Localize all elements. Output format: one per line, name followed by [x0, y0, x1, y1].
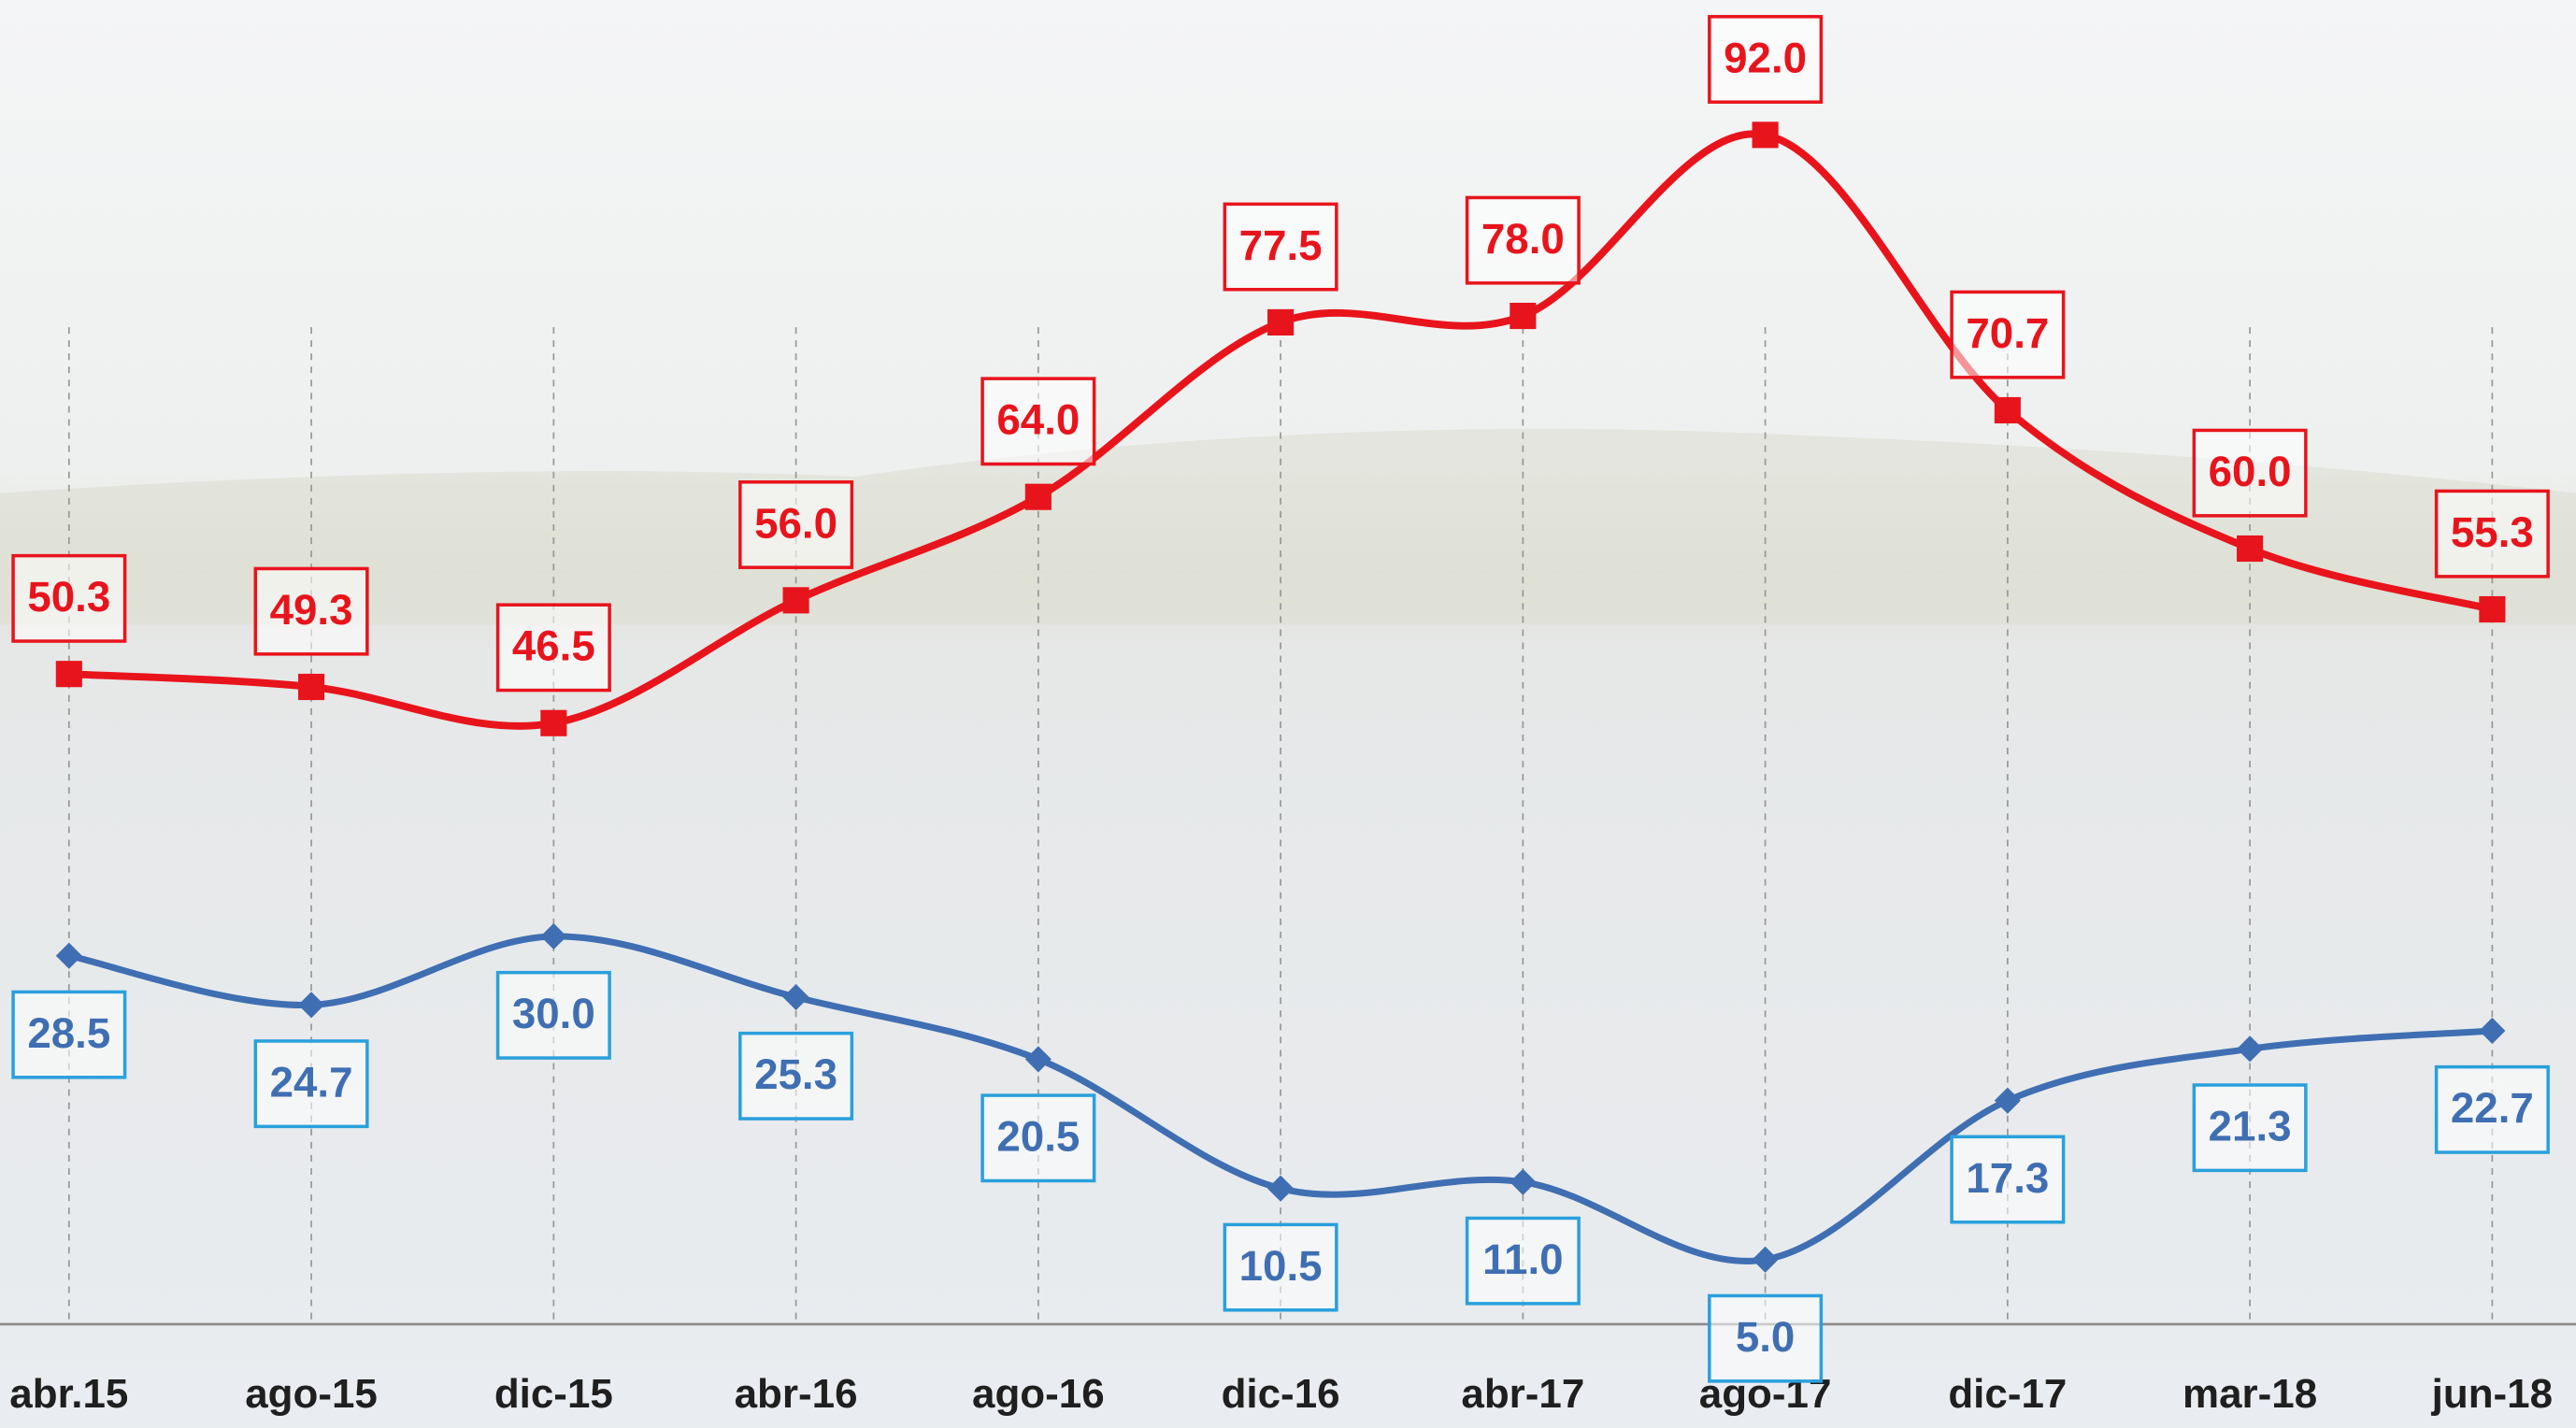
data-label-text: 25.3: [754, 1050, 837, 1098]
data-label-box: [2192, 428, 2308, 518]
data-label: 5.0: [1708, 1293, 1824, 1383]
marker: [782, 587, 809, 614]
data-label-box: [11, 553, 127, 643]
data-label-text: 24.7: [270, 1058, 353, 1106]
data-label-box: [1465, 1216, 1581, 1306]
x-tick-label: abr.15: [9, 1371, 128, 1417]
data-label-text: 46.5: [512, 622, 595, 670]
data-label: 77.5: [1223, 202, 1338, 292]
data-label: 46.5: [495, 603, 611, 693]
marker: [1752, 1246, 1779, 1273]
data-label: 10.5: [1223, 1222, 1338, 1312]
data-label-text: 77.5: [1239, 221, 1323, 269]
data-label: 70.7: [1950, 290, 2066, 379]
data-label-text: 56.0: [754, 499, 837, 547]
data-label: 25.3: [738, 1031, 854, 1121]
data-label: 21.3: [2192, 1083, 2308, 1173]
data-label-text: 49.3: [270, 586, 353, 634]
marker: [2479, 1017, 2506, 1045]
data-label-text: 10.5: [1239, 1242, 1323, 1290]
marker: [2237, 1035, 2264, 1063]
data-label-text: 5.0: [1736, 1313, 1796, 1361]
x-tick-label: dic-16: [1222, 1371, 1340, 1417]
x-tick-label: dic-15: [494, 1371, 613, 1417]
data-label-text: 64.0: [996, 396, 1080, 444]
data-label-box: [1465, 195, 1581, 285]
data-label-box: [11, 990, 127, 1079]
data-label-box: [1708, 1293, 1824, 1383]
data-label-box: [253, 566, 369, 656]
data-label: 17.3: [1950, 1135, 2066, 1224]
data-label: 11.0: [1465, 1216, 1581, 1306]
data-label: 64.0: [980, 377, 1096, 466]
marker: [298, 673, 325, 701]
data-label: 78.0: [1465, 195, 1581, 285]
marker: [298, 992, 325, 1019]
marker: [1024, 483, 1052, 510]
marker: [55, 661, 82, 688]
data-label: 56.0: [738, 480, 854, 569]
data-label-text: 28.5: [27, 1009, 110, 1057]
marker: [1994, 396, 2021, 424]
x-tick-label: dic-17: [1948, 1371, 2067, 1417]
marker: [55, 942, 82, 969]
data-label: 24.7: [253, 1039, 369, 1129]
data-label-box: [1950, 1135, 2066, 1224]
data-label-box: [1223, 202, 1338, 292]
data-label-box: [1708, 15, 1824, 104]
marker: [2237, 535, 2264, 563]
background-hill: [0, 428, 2576, 625]
marker: [540, 709, 567, 736]
data-label-text: 11.0: [1482, 1235, 1563, 1283]
data-label: 50.3: [11, 553, 127, 643]
data-label-text: 22.7: [2451, 1084, 2534, 1132]
x-tick-label: abr-17: [1461, 1371, 1584, 1417]
data-label-text: 20.5: [996, 1113, 1080, 1161]
marker: [1024, 1046, 1052, 1073]
plot-area: abr.15 ago-15 dic-15 abr-16 ago-16 dic-16 abr-…: [0, 15, 2576, 1417]
data-label: 60.0: [2192, 428, 2308, 518]
data-label: 49.3: [253, 566, 369, 656]
data-label-box: [2434, 1064, 2550, 1154]
marker: [1267, 308, 1295, 336]
data-label-text: 50.3: [27, 573, 110, 621]
x-tick-label: ago-15: [245, 1371, 378, 1417]
data-label-text: 70.7: [1966, 309, 2049, 357]
data-label-box: [253, 1039, 369, 1129]
marker: [2479, 595, 2506, 623]
data-label-box: [980, 377, 1096, 466]
data-label-box: [1223, 1222, 1338, 1312]
data-label: 92.0: [1708, 15, 1824, 104]
data-label-box: [495, 603, 611, 693]
x-tick-label: jun-18: [2431, 1371, 2553, 1417]
x-tick-label: abr-16: [735, 1371, 858, 1417]
marker: [1267, 1175, 1295, 1202]
data-label-text: 60.0: [2209, 448, 2292, 495]
x-tick-label: ago-16: [972, 1371, 1105, 1417]
data-label-box: [738, 1031, 854, 1121]
data-label: 55.3: [2434, 489, 2550, 578]
data-label-text: 21.3: [2209, 1103, 2292, 1150]
data-label-box: [980, 1093, 1096, 1183]
data-label-box: [738, 480, 854, 569]
series-line: [68, 130, 2494, 730]
data-label-text: 17.3: [1966, 1154, 2049, 1202]
data-label-text: 92.0: [1724, 34, 1807, 81]
data-label-box: [495, 970, 611, 1060]
data-label-text: 55.3: [2451, 508, 2534, 556]
data-label-text: 78.0: [1481, 215, 1565, 263]
data-label-box: [1950, 290, 2066, 379]
x-tick-label: mar-18: [2182, 1371, 2317, 1417]
data-label-text: 30.0: [512, 990, 595, 1037]
data-label: 22.7: [2434, 1064, 2550, 1154]
data-label: 20.5: [980, 1093, 1096, 1183]
data-label-box: [2434, 489, 2550, 578]
data-label: 30.0: [495, 970, 611, 1060]
data-label: 28.5: [11, 990, 127, 1079]
marker: [1510, 302, 1537, 330]
marker: [1510, 1168, 1537, 1195]
data-label-box: [2192, 1083, 2308, 1173]
marker: [1752, 121, 1779, 149]
